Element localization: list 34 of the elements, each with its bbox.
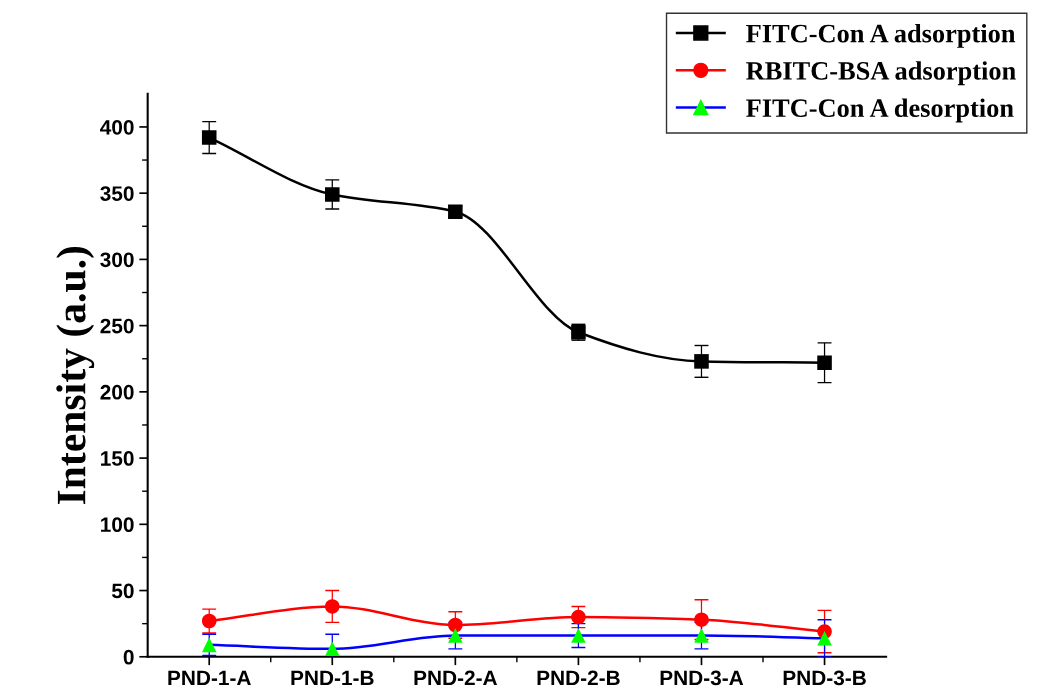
point bbox=[325, 599, 340, 614]
y-axis-title: Intensity (a.u.) bbox=[56, 246, 95, 505]
point bbox=[448, 617, 463, 633]
y-tick-label: 0 bbox=[123, 649, 134, 665]
y-tick-label: 200 bbox=[100, 384, 134, 400]
point bbox=[201, 130, 217, 145]
point bbox=[325, 641, 340, 657]
y-tick-label: 250 bbox=[100, 318, 134, 334]
legend-label: RBITC-BSA adsorption bbox=[746, 61, 1016, 86]
x-tick-label: PND-3-B bbox=[783, 670, 866, 686]
point bbox=[694, 354, 709, 369]
point bbox=[448, 628, 463, 643]
y-tick-label: 100 bbox=[101, 517, 134, 533]
y-tick-label: 300 bbox=[100, 252, 134, 268]
y-tick-label: 350 bbox=[100, 186, 134, 201]
point bbox=[694, 612, 709, 627]
x-tick-label: PND-1-B bbox=[291, 670, 374, 686]
x-tick-label: PND-3-A bbox=[660, 670, 744, 686]
point bbox=[571, 609, 586, 625]
legend-label: FITC-Con A adsorption bbox=[746, 23, 1016, 48]
point bbox=[201, 613, 217, 629]
legend-label: FITC-Con A desorption bbox=[746, 98, 1014, 123]
x-tick-label: PND-2-B bbox=[537, 670, 620, 686]
point bbox=[817, 630, 832, 646]
point bbox=[817, 355, 832, 370]
y-tick-label: 400 bbox=[100, 119, 134, 135]
point bbox=[325, 187, 340, 202]
point bbox=[201, 637, 217, 653]
x-tick-label: PND-2-A bbox=[414, 670, 498, 686]
point bbox=[694, 628, 709, 643]
y-tick-label: 150 bbox=[101, 451, 134, 466]
point bbox=[571, 628, 586, 643]
y-tick-label: 50 bbox=[111, 583, 134, 599]
x-tick-label: PND-1-A bbox=[168, 670, 251, 686]
